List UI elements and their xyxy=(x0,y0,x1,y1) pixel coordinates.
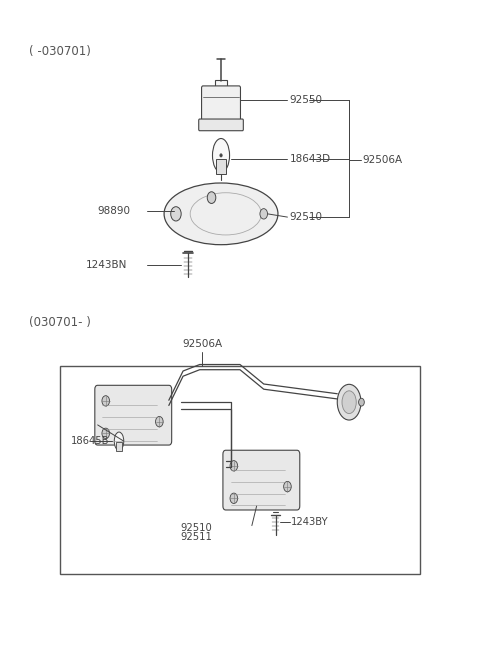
FancyBboxPatch shape xyxy=(199,119,243,131)
Text: ( -030701): ( -030701) xyxy=(29,45,91,58)
FancyBboxPatch shape xyxy=(223,450,300,510)
Ellipse shape xyxy=(230,460,238,471)
Ellipse shape xyxy=(337,384,361,420)
Bar xyxy=(216,159,226,174)
FancyBboxPatch shape xyxy=(202,86,240,124)
Text: 98890: 98890 xyxy=(97,206,131,215)
Bar xyxy=(60,366,420,574)
Text: 1243BY: 1243BY xyxy=(291,517,329,527)
Ellipse shape xyxy=(164,183,278,245)
Ellipse shape xyxy=(171,207,181,221)
Text: (030701- ): (030701- ) xyxy=(29,316,91,329)
Ellipse shape xyxy=(102,396,109,406)
Ellipse shape xyxy=(220,154,222,157)
Ellipse shape xyxy=(260,209,267,219)
Text: 92510: 92510 xyxy=(290,212,323,222)
Ellipse shape xyxy=(230,493,238,504)
Ellipse shape xyxy=(359,398,364,406)
Ellipse shape xyxy=(284,481,291,492)
Text: 92550: 92550 xyxy=(290,95,323,105)
Text: 1243BN: 1243BN xyxy=(86,259,127,269)
Ellipse shape xyxy=(213,138,229,172)
Text: 92511: 92511 xyxy=(180,533,213,542)
Text: 92510: 92510 xyxy=(180,523,213,533)
Text: 92506A: 92506A xyxy=(182,339,222,348)
Text: 18645B: 18645B xyxy=(71,436,109,446)
Ellipse shape xyxy=(114,432,124,450)
Ellipse shape xyxy=(102,428,109,439)
FancyBboxPatch shape xyxy=(95,385,172,445)
Text: 92506A: 92506A xyxy=(362,155,403,165)
Bar xyxy=(116,442,122,451)
Text: 18643D: 18643D xyxy=(290,154,331,164)
FancyBboxPatch shape xyxy=(216,80,227,90)
Ellipse shape xyxy=(207,192,216,204)
Ellipse shape xyxy=(156,417,163,427)
Ellipse shape xyxy=(342,391,356,413)
